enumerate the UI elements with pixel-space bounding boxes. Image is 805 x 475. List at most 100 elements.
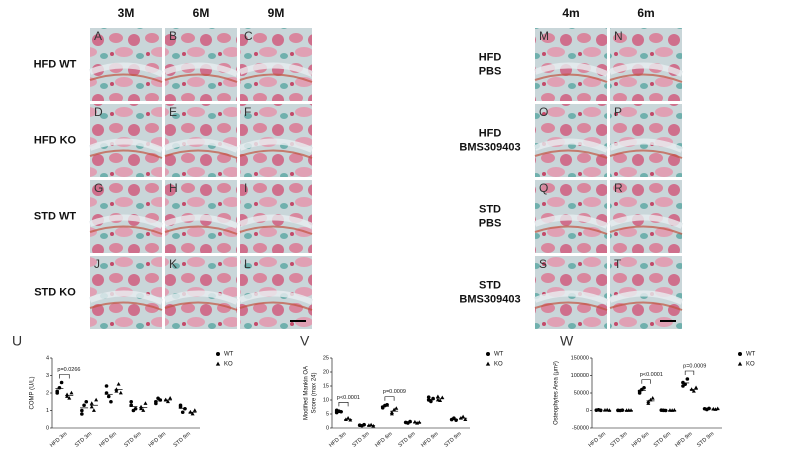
x-tick-label: STD 9m — [696, 431, 716, 449]
panel-letter: E — [169, 105, 177, 119]
column-header: 4m — [562, 6, 579, 20]
data-point — [188, 410, 193, 414]
joint-space — [163, 290, 239, 305]
data-point — [408, 419, 412, 424]
panel-letter: H — [169, 181, 178, 195]
panel-letter: S — [539, 257, 547, 271]
data-point — [80, 412, 84, 416]
y-tick-label: 25 — [323, 355, 329, 361]
y-tick-label: 0 — [326, 425, 329, 431]
data-point — [642, 385, 646, 390]
cartilage-band — [534, 225, 608, 235]
legend-label: KO — [746, 362, 755, 368]
legend-label: KO — [494, 362, 503, 368]
data-point — [80, 408, 84, 413]
column-header: 3M — [118, 6, 135, 20]
data-point — [346, 416, 351, 420]
panel-letter: O — [539, 105, 548, 119]
cartilage-band — [89, 225, 163, 235]
data-point — [463, 417, 468, 421]
cartilage-band — [164, 301, 238, 311]
significance-bracket — [384, 396, 395, 401]
data-point — [629, 408, 634, 412]
panel-letter: W — [560, 333, 574, 349]
data-point — [435, 397, 440, 402]
joint-space — [163, 214, 239, 229]
y-tick-label: -50000 — [572, 425, 589, 431]
joint-space — [608, 290, 684, 305]
joint-space — [88, 62, 164, 77]
joint-space — [608, 62, 684, 77]
x-tick-label: HFD 6m — [374, 431, 394, 449]
x-tick-label: STD 6m — [123, 431, 143, 449]
panel-letter: R — [614, 181, 623, 195]
row-label: BMS309403 — [459, 293, 520, 305]
panel-letter: T — [614, 257, 622, 271]
panel-letter: U — [12, 333, 22, 349]
data-point — [192, 408, 197, 412]
panel-letter: L — [244, 257, 251, 271]
panel-letter: Q — [539, 181, 548, 195]
legend-marker — [737, 361, 743, 366]
data-point — [59, 380, 64, 385]
cartilage-band — [609, 225, 683, 235]
row-label: BMS309403 — [459, 141, 520, 153]
panel-letter: J — [94, 257, 100, 271]
data-point — [392, 407, 397, 412]
y-tick-label: 5 — [326, 411, 329, 417]
legend-label: WT — [224, 352, 234, 358]
data-point — [89, 401, 94, 405]
y-tick-label: 150000 — [571, 355, 589, 361]
significance-bracket — [338, 402, 349, 407]
row-label: HFD KO — [34, 134, 77, 146]
row-label: STD — [479, 203, 501, 215]
joint-space — [238, 290, 314, 305]
data-point — [143, 401, 148, 405]
cartilage-band — [89, 301, 163, 311]
data-point — [648, 397, 653, 402]
x-tick-label: STD 3m — [351, 431, 371, 449]
cartilage-band — [164, 225, 238, 235]
joint-space — [238, 214, 314, 229]
cartilage-band — [89, 73, 163, 83]
data-point — [362, 422, 366, 427]
data-point — [389, 411, 394, 416]
p-value: p<0.0001 — [640, 372, 663, 378]
cartilage-band — [609, 73, 683, 83]
data-point — [715, 406, 720, 411]
data-point — [104, 391, 109, 395]
data-point — [116, 382, 121, 386]
row-label: HFD — [479, 127, 502, 139]
cartilage-band — [239, 225, 313, 235]
panel-letter: D — [94, 105, 103, 119]
data-point — [426, 395, 431, 400]
y-tick-label: 0 — [586, 408, 589, 414]
panel-letter: B — [169, 29, 177, 43]
legend-marker — [215, 361, 221, 366]
x-tick-label: STD 9m — [173, 431, 193, 449]
data-point — [650, 396, 655, 400]
joint-space — [163, 62, 239, 77]
panel-letter: V — [300, 333, 310, 349]
data-point — [637, 391, 642, 395]
data-point — [141, 408, 146, 412]
significance-bracket — [59, 374, 70, 379]
data-point — [158, 398, 163, 402]
data-point — [454, 418, 458, 422]
data-point — [689, 387, 694, 391]
data-point — [114, 389, 119, 393]
y-axis-label: Osteophytes Area (μm²) — [554, 361, 560, 425]
joint-space — [88, 138, 164, 153]
y-axis-label: Score (max 24) — [312, 372, 318, 413]
data-point — [435, 394, 440, 399]
y-tick-label: 100000 — [571, 373, 589, 379]
data-point — [348, 417, 353, 422]
data-point — [180, 410, 185, 415]
row-label: STD KO — [34, 286, 76, 298]
joint-space — [533, 138, 609, 153]
y-tick-label: 3 — [46, 373, 49, 379]
data-point — [163, 397, 168, 402]
y-tick-label: 4 — [46, 355, 49, 361]
legend-marker — [216, 352, 220, 356]
